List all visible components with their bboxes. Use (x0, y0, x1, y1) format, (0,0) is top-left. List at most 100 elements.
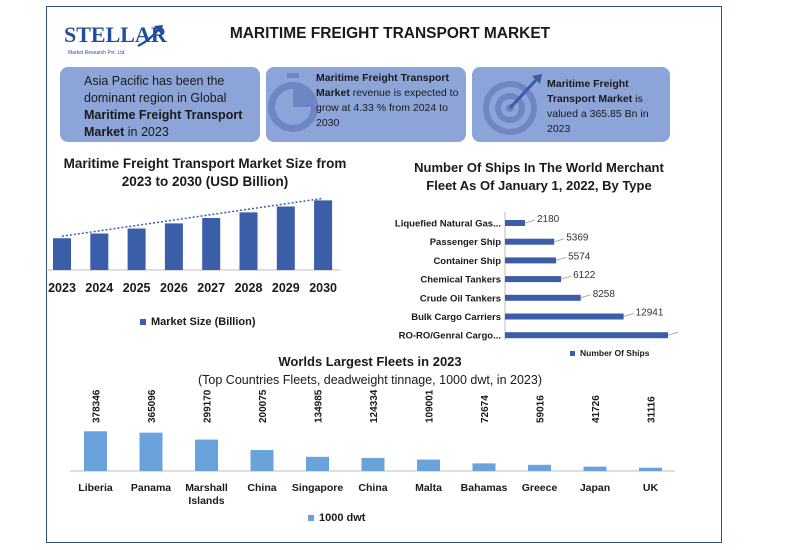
logo-text: STELLAR (64, 22, 167, 47)
page-title: MARITIME FREIGHT TRANSPORT MARKET (229, 25, 551, 42)
chart1-tick-label: 2026 (160, 281, 188, 295)
chart3-legend: 1000 dwt (308, 512, 365, 524)
chart2-data-label: 8258 (593, 289, 616, 300)
card2-text: Maritime Freight Transport Market revenu… (316, 71, 464, 131)
chart2-bar (505, 276, 562, 283)
chart2-bar (505, 313, 624, 320)
target-icon (483, 74, 542, 135)
chart3-tick-label: Marshall (185, 482, 228, 494)
logo-subtext: Market Research Pvt. Ltd. (68, 50, 126, 56)
chart2-bar (505, 238, 555, 245)
chart3-tick-label: Bahamas (461, 482, 508, 494)
chart2-data-label: 2180 (537, 214, 560, 225)
chart3-tick-label: Islands (188, 495, 224, 507)
chart3-bar (583, 466, 607, 471)
chart2-leader-line (580, 294, 591, 299)
chart3-bar (84, 431, 107, 471)
info-card-region: Asia Pacific has been the dominant regio… (60, 67, 260, 142)
info-card-growth: Maritime Freight Transport Market revenu… (266, 67, 466, 142)
chart3-bar (195, 439, 218, 471)
card2-text-end: revenue is expected to grow at 4.33 % fr… (316, 87, 459, 129)
chart1-title: Maritime Freight Transport Market Size f… (63, 156, 347, 189)
chart2-tick-label: RO-RO/Genral Cargo... (399, 331, 501, 342)
chart2-bar (505, 294, 581, 301)
chart1-legend-swatch (140, 319, 146, 326)
chart3-bar (250, 449, 274, 471)
chart3-bar (306, 456, 329, 471)
chart1-tick-label: 2029 (272, 281, 300, 295)
chart3-bar (361, 457, 385, 471)
ships-by-type-chart: Liquefied Natural Gas... 2180 Passenger Sh… (395, 212, 679, 342)
chart1-tick-label: 2030 (309, 281, 337, 295)
chart2-bar (505, 332, 669, 339)
chart1-legend: Market Size (Billion) (140, 316, 256, 328)
chart1-tick-label: 2027 (197, 281, 225, 295)
card1-text-end: in 2023 (124, 125, 169, 139)
chart2-tick-label: Chemical Tankers (420, 275, 501, 286)
chart3-data-label: 299170 (203, 389, 214, 423)
chart1-bar (276, 206, 295, 270)
chart1-bar (90, 233, 109, 270)
chart3-title: Worlds Largest Fleets in 2023 (278, 354, 462, 369)
chart1-bar (202, 217, 221, 270)
chart2-leader-line (555, 257, 567, 261)
chart3-legend-label: 1000 dwt (319, 512, 366, 524)
chart2-tick-label: Container Ship (433, 256, 501, 267)
chart3-tick-label: Greece (522, 482, 558, 494)
chart3-data-label: 109001 (425, 389, 436, 423)
stopwatch-icon (268, 73, 318, 132)
chart2-tick-label: Bulk Cargo Carriers (411, 312, 501, 323)
chart2-data-label: 5574 (568, 251, 591, 262)
chart1-tick-label: 2024 (85, 281, 113, 295)
chart2-data-label: 12941 (636, 308, 664, 319)
chart1-tick-label: 2025 (123, 281, 151, 295)
chart3-bar (472, 463, 496, 471)
chart3-data-label: 59016 (536, 395, 547, 423)
chart2-leader-line (524, 219, 536, 224)
chart3-tick-label: China (247, 482, 276, 494)
chart2-title: Number Of Ships In The World Merchant Fl… (414, 160, 664, 193)
chart2-bar (505, 220, 525, 226)
card3-text: Maritime Freight Transport Market is val… (547, 77, 667, 137)
chart3-data-label: 31116 (647, 396, 658, 423)
chart2-tick-label: Crude Oil Tankers (420, 293, 501, 304)
chart2-tick-label: Liquefied Natural Gas... (395, 219, 501, 230)
chart3-bar (639, 467, 662, 471)
chart1-tick-label: 2028 (235, 281, 263, 295)
largest-fleets-chart: 378346 Liberia 365096 Panama 299170 MarshallI… (70, 389, 675, 507)
chart2-legend-swatch (570, 351, 575, 357)
chart2-data-label: 6122 (573, 270, 596, 281)
chart1-bar (53, 238, 71, 270)
chart3-tick-label: UK (643, 482, 659, 494)
chart3-tick-label: Japan (580, 482, 610, 494)
chart3-tick-label: Panama (131, 482, 171, 494)
chart1-bar (239, 212, 258, 270)
chart3-data-label: 365096 (147, 389, 158, 423)
chart3-tick-label: China (358, 482, 387, 494)
chart2-bar (505, 257, 557, 264)
chart3-bar (528, 464, 551, 471)
chart3-data-label: 200075 (258, 389, 269, 423)
card1-bold: Maritime Freight Transport Market (84, 108, 243, 139)
chart2-leader-line (554, 238, 565, 243)
chart3-data-label: 72674 (480, 395, 491, 423)
chart2-leader-line (623, 313, 634, 317)
card1-text: Asia Pacific has been the dominant regio… (84, 74, 227, 105)
card3-bold: Maritime Freight Transport Market (547, 78, 633, 105)
chart2-data-label: 5369 (566, 233, 589, 244)
card2-bold: Maritime Freight Transport Market (316, 72, 450, 99)
chart3-tick-label: Liberia (78, 482, 113, 494)
chart3-data-label: 134985 (314, 389, 325, 423)
card3-text-end: is valued a 365.85 Bn in 2023 (547, 93, 649, 135)
chart3-subtitle: (Top Countries Fleets, deadweight tinnag… (198, 373, 542, 387)
chart2-tick-label: Passenger Ship (430, 237, 501, 248)
chart3-data-label: 124334 (369, 389, 380, 423)
market-size-chart: 2023 2024 2025 2026 2027 2028 2029 2030 (45, 197, 340, 295)
chart3-data-label: 378346 (92, 389, 103, 423)
chart3-tick-label: Singapore (292, 482, 344, 494)
stellar-logo: STELLAR Market Research Pvt. Ltd. (64, 18, 167, 62)
info-card-value: Maritime Freight Transport Market is val… (472, 67, 670, 142)
logo-arrow-icon (137, 25, 163, 47)
chart3-bar (139, 432, 163, 471)
chart2-legend: Number Of Ships (570, 348, 649, 358)
